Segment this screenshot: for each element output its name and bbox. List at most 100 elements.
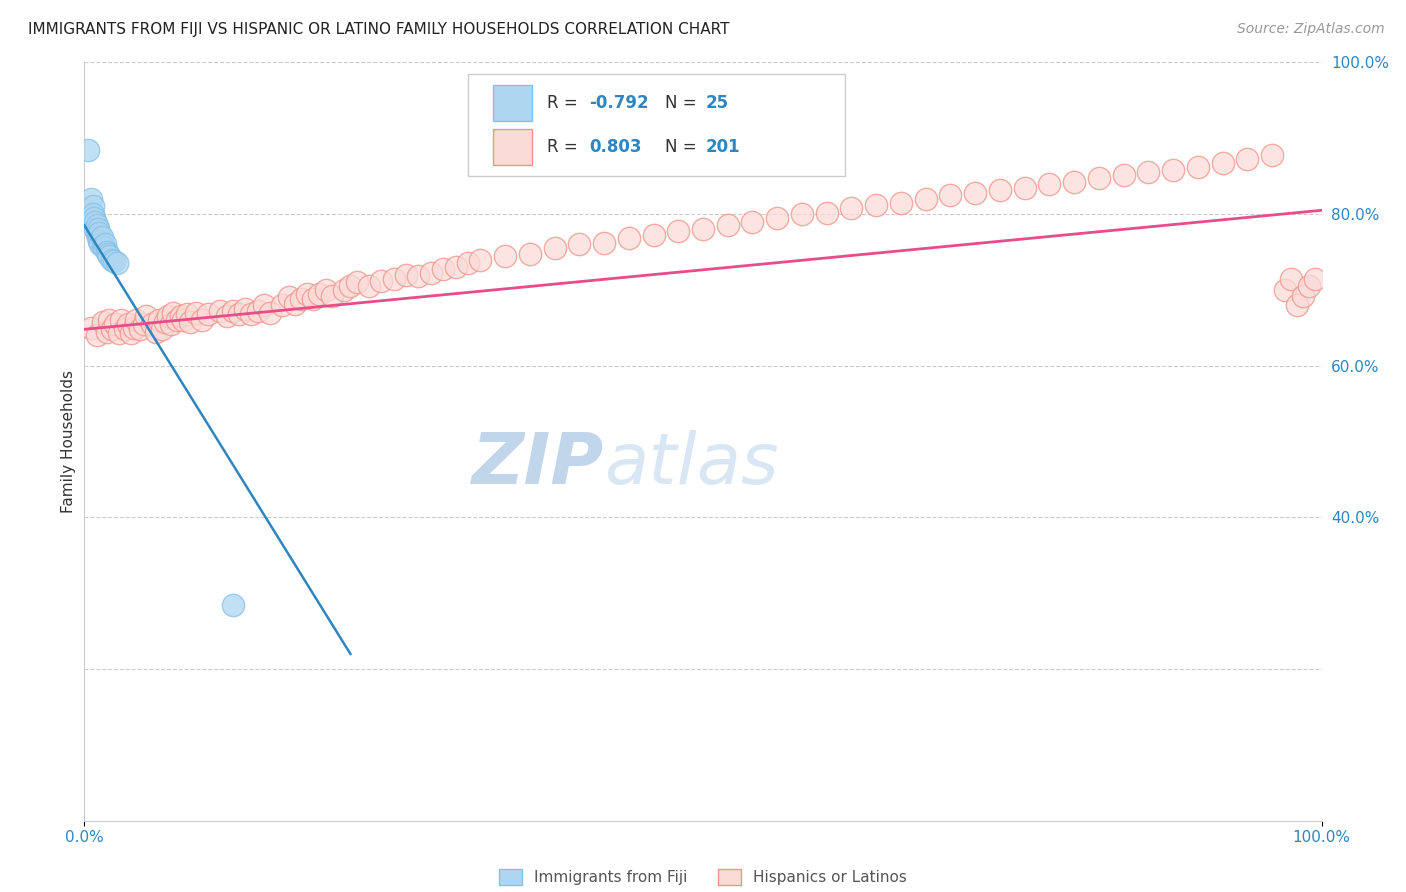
Point xyxy=(790,207,813,221)
Point xyxy=(1161,163,1184,178)
Point xyxy=(382,271,405,285)
Point xyxy=(1063,175,1085,189)
Text: N =: N = xyxy=(665,95,702,112)
Point xyxy=(815,205,838,219)
Point xyxy=(271,298,294,312)
Point xyxy=(519,246,541,260)
Point xyxy=(357,279,380,293)
Text: R =: R = xyxy=(547,137,583,156)
Point xyxy=(543,241,565,255)
Point xyxy=(444,260,467,275)
Point xyxy=(122,320,145,334)
Text: 0.803: 0.803 xyxy=(589,137,641,156)
Point xyxy=(1088,170,1111,185)
Point xyxy=(1014,180,1036,194)
Point xyxy=(120,326,142,340)
Y-axis label: Family Households: Family Households xyxy=(60,370,76,513)
Point xyxy=(162,305,184,319)
Point xyxy=(132,317,155,331)
Point xyxy=(259,305,281,319)
Point xyxy=(87,222,110,236)
Point xyxy=(1187,160,1209,174)
Point xyxy=(117,317,139,331)
Point xyxy=(1212,155,1234,169)
Point xyxy=(86,226,108,240)
Text: IMMIGRANTS FROM FIJI VS HISPANIC OR LATINO FAMILY HOUSEHOLDS CORRELATION CHART: IMMIGRANTS FROM FIJI VS HISPANIC OR LATI… xyxy=(28,22,730,37)
Point xyxy=(308,286,330,301)
Point xyxy=(172,313,194,327)
Point xyxy=(110,313,132,327)
Point xyxy=(145,325,167,339)
Point xyxy=(153,315,176,329)
Point xyxy=(1279,271,1302,285)
Text: -0.792: -0.792 xyxy=(589,95,648,112)
Text: atlas: atlas xyxy=(605,430,779,499)
Text: ZIP: ZIP xyxy=(472,430,605,499)
Point xyxy=(470,252,492,267)
Point xyxy=(160,317,183,331)
Point xyxy=(179,315,201,329)
Point xyxy=(82,207,104,221)
Text: N =: N = xyxy=(665,137,702,156)
Point xyxy=(914,192,936,206)
Point xyxy=(395,268,418,282)
Point xyxy=(277,291,299,305)
Point xyxy=(766,211,789,225)
Point xyxy=(692,222,714,236)
Point xyxy=(148,313,170,327)
Point xyxy=(98,313,121,327)
Point xyxy=(321,289,343,303)
Point xyxy=(96,244,118,259)
Point xyxy=(104,317,127,331)
Point xyxy=(1274,283,1296,297)
Point xyxy=(222,304,245,318)
Text: 201: 201 xyxy=(706,137,740,156)
Point xyxy=(184,305,207,319)
Point xyxy=(568,237,591,252)
Point xyxy=(157,310,180,324)
Point xyxy=(346,275,368,289)
Point xyxy=(295,286,318,301)
Point xyxy=(215,310,238,324)
FancyBboxPatch shape xyxy=(492,128,533,165)
Point xyxy=(457,256,479,270)
Point xyxy=(1038,177,1060,191)
Point xyxy=(141,317,163,331)
Point xyxy=(191,313,214,327)
Point xyxy=(84,222,107,236)
Point xyxy=(1112,168,1135,182)
Point xyxy=(284,296,307,310)
FancyBboxPatch shape xyxy=(492,85,533,121)
Point xyxy=(419,266,441,280)
Point xyxy=(643,228,665,243)
Point xyxy=(166,313,188,327)
Point xyxy=(89,234,111,248)
Point xyxy=(176,307,198,321)
Point xyxy=(91,315,114,329)
Point xyxy=(432,261,454,276)
Point xyxy=(741,214,763,228)
Legend: Immigrants from Fiji, Hispanics or Latinos: Immigrants from Fiji, Hispanics or Latin… xyxy=(499,869,907,885)
Point xyxy=(222,598,245,612)
Point xyxy=(90,229,112,244)
Text: R =: R = xyxy=(547,95,583,112)
Point xyxy=(666,224,689,238)
Point xyxy=(125,313,148,327)
Point xyxy=(91,239,114,253)
Point xyxy=(939,188,962,202)
Point xyxy=(617,231,640,245)
Point xyxy=(253,298,276,312)
Point xyxy=(150,322,173,336)
Text: Source: ZipAtlas.com: Source: ZipAtlas.com xyxy=(1237,22,1385,37)
Point xyxy=(79,192,101,206)
Point xyxy=(98,249,121,263)
Point xyxy=(988,183,1011,197)
Point xyxy=(100,252,122,267)
Point xyxy=(89,226,111,240)
Point xyxy=(87,229,110,244)
Point xyxy=(82,199,104,213)
Point xyxy=(240,307,263,321)
Point xyxy=(197,307,219,321)
Point xyxy=(103,254,125,268)
Point xyxy=(83,211,105,225)
